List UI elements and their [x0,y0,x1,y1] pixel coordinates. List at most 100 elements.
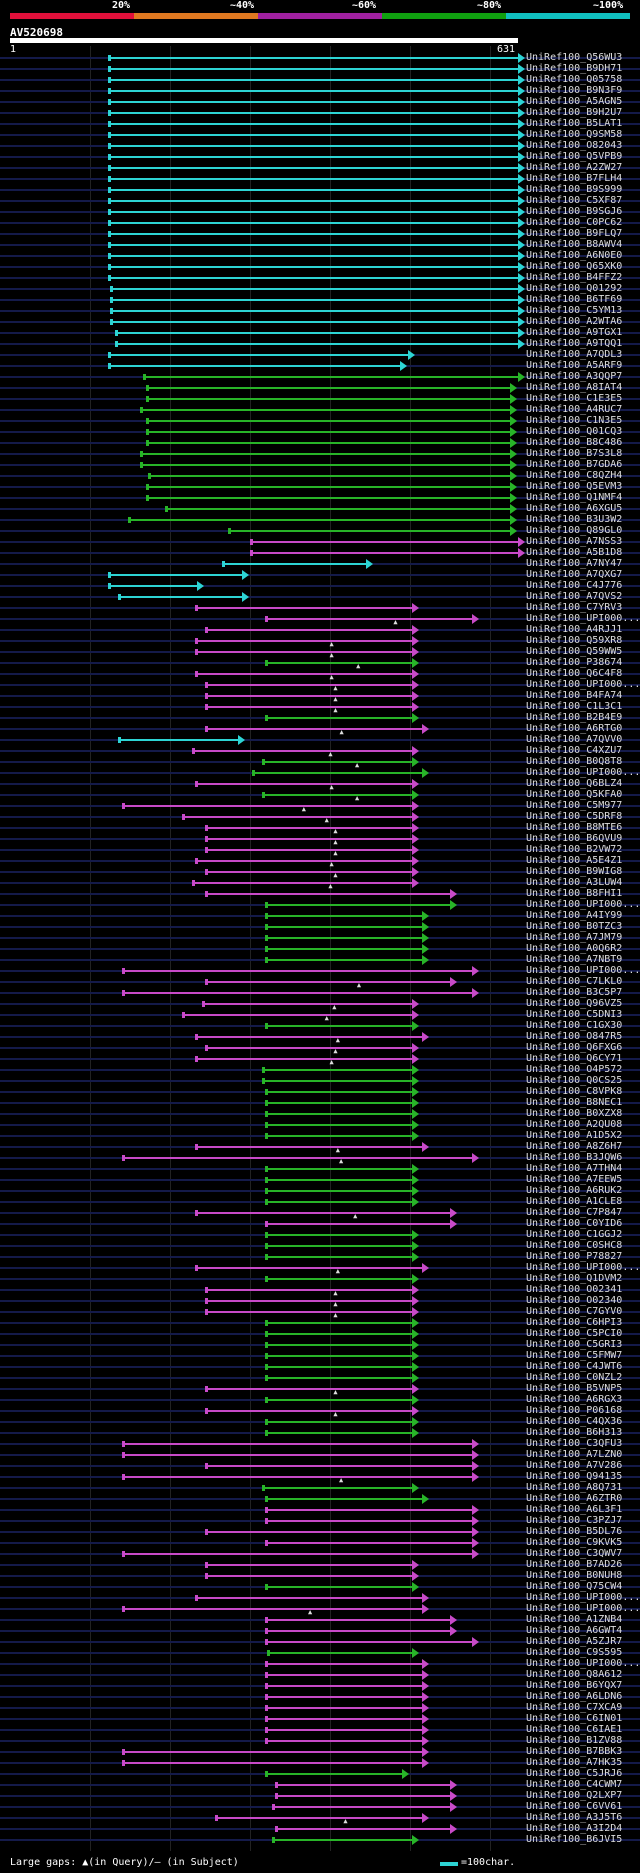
alignment-segment[interactable] [195,783,412,785]
hit-label[interactable]: UniRef100_A4IY99 [526,910,623,921]
hit-label[interactable]: UniRef100_A2QU08 [526,1119,623,1130]
hit-label[interactable]: UniRef100_C4J776 [526,580,623,591]
hit-label[interactable]: UniRef100_C6HPI3 [526,1317,623,1328]
hit-row[interactable]: ▲ UniRef100_A8Z6H7 [0,1141,640,1154]
alignment-segment[interactable] [205,1465,472,1467]
alignment-segment[interactable] [265,1696,422,1698]
alignment-segment[interactable] [265,948,422,950]
hit-label[interactable]: UniRef100_Q94135 [526,1471,623,1482]
hit-row[interactable]: UniRef100_Q9SM58 [0,129,640,141]
hit-row[interactable]: UniRef100_B6YQX7 [0,1680,640,1692]
alignment-segment[interactable] [110,310,518,312]
hit-label[interactable]: UniRef100_Q6BLZ4 [526,778,623,789]
alignment-segment[interactable] [108,222,518,224]
alignment-segment[interactable] [265,1432,412,1434]
hit-row[interactable]: UniRef100_C0NZL2 [0,1372,640,1384]
hit-label[interactable]: UniRef100_B9S999 [526,184,623,195]
hit-row[interactable]: UniRef100_A7EEW5 [0,1174,640,1186]
hit-row[interactable]: UniRef100_A1ZNB4 [0,1614,640,1626]
hit-label[interactable]: UniRef100_A5AGN5 [526,96,623,107]
hit-row[interactable]: UniRef100_A2ZW27 [0,162,640,174]
hit-row[interactable]: ▲ UniRef100_P06168 [0,1405,640,1418]
hit-label[interactable]: UniRef100_C7LKL0 [526,976,623,987]
alignment-segment[interactable] [108,211,518,213]
alignment-segment[interactable] [110,321,518,323]
hit-row[interactable]: ▲ UniRef100_O847R5 [0,1031,640,1044]
hit-row[interactable]: ▲ UniRef100_UPI000... [0,679,640,692]
hit-label[interactable]: UniRef100_A6RGX3 [526,1394,623,1405]
hit-row[interactable]: ▲ UniRef100_A6RTG0 [0,723,640,736]
hit-label[interactable]: UniRef100_A6ZTR0 [526,1493,623,1504]
hit-row[interactable]: UniRef100_B2B4E9 [0,712,640,724]
hit-row[interactable]: ▲ UniRef100_UPI000... [0,1262,640,1275]
hit-label[interactable]: UniRef100_C0SHC8 [526,1240,623,1251]
alignment-segment[interactable] [205,1388,412,1390]
hit-row[interactable]: UniRef100_Q0CS25 [0,1075,640,1087]
hit-row[interactable]: UniRef100_C6HPI3 [0,1317,640,1329]
hit-label[interactable]: UniRef100_C5GRI3 [526,1339,623,1350]
hit-label[interactable]: UniRef100_A3LUW4 [526,877,623,888]
hit-row[interactable]: UniRef100_C6IAE1 [0,1724,640,1736]
alignment-segment[interactable] [205,1531,472,1533]
hit-row[interactable]: ▲ UniRef100_C1L3C1 [0,701,640,714]
alignment-segment[interactable] [205,981,450,983]
alignment-segment[interactable] [262,761,412,763]
hit-row[interactable]: UniRef100_C5XF87 [0,195,640,207]
alignment-segment[interactable] [265,1355,412,1357]
alignment-segment[interactable] [275,1828,450,1830]
hit-label[interactable]: UniRef100_A4RJJ1 [526,624,623,635]
hit-row[interactable]: UniRef100_B9SGJ6 [0,206,640,218]
hit-row[interactable]: UniRef100_A6XGU5 [0,503,640,515]
hit-row[interactable]: UniRef100_C5GRI3 [0,1339,640,1351]
hit-row[interactable]: UniRef100_A6L3F1 [0,1504,640,1516]
hit-label[interactable]: UniRef100_B8MTE6 [526,822,623,833]
hit-row[interactable]: UniRef100_Q01292 [0,283,640,295]
hit-label[interactable]: UniRef100_C8VPK8 [526,1086,623,1097]
hit-row[interactable]: UniRef100_C6VV61 [0,1801,640,1813]
alignment-segment[interactable] [122,1454,472,1456]
alignment-segment[interactable] [265,1773,402,1775]
hit-row[interactable]: ▲ UniRef100_Q96VZ5 [0,998,640,1011]
alignment-segment[interactable] [265,1740,422,1742]
alignment-segment[interactable] [262,1069,412,1071]
alignment-segment[interactable] [265,1190,412,1192]
hit-label[interactable]: UniRef100_B8FHI1 [526,888,623,899]
hit-row[interactable]: UniRef100_B6H313 [0,1427,640,1439]
hit-row[interactable]: ▲ UniRef100_Q6FXG6 [0,1042,640,1055]
hit-row[interactable]: UniRef100_A1CLE8 [0,1196,640,1208]
hit-label[interactable]: UniRef100_Q01292 [526,283,623,294]
hit-row[interactable]: UniRef100_C4QX36 [0,1416,640,1428]
hit-row[interactable]: UniRef100_B0XZX8 [0,1108,640,1120]
alignment-segment[interactable] [108,90,518,92]
hit-label[interactable]: UniRef100_Q01CQ3 [526,426,623,437]
hit-label[interactable]: UniRef100_A5ZJR7 [526,1636,623,1647]
hit-label[interactable]: UniRef100_B7FLH4 [526,173,623,184]
hit-label[interactable]: UniRef100_A6LDN6 [526,1691,623,1702]
hit-row[interactable]: UniRef100_A7QVV0 [0,734,640,746]
alignment-segment[interactable] [108,277,518,279]
hit-row[interactable]: ▲ UniRef100_Q59XR8 [0,635,640,648]
hit-row[interactable]: UniRef100_O4P572 [0,1064,640,1076]
alignment-segment[interactable] [140,464,510,466]
alignment-segment[interactable] [205,893,450,895]
alignment-segment[interactable] [108,123,518,125]
hit-label[interactable]: UniRef100_A6GWT4 [526,1625,623,1636]
hit-row[interactable]: UniRef100_C4CWM7 [0,1779,640,1791]
hit-label[interactable]: UniRef100_Q96VZ5 [526,998,623,1009]
hit-label[interactable]: UniRef100_C0PC62 [526,217,623,228]
hit-label[interactable]: UniRef100_A7QVV0 [526,734,623,745]
hit-label[interactable]: UniRef100_C6VV61 [526,1801,623,1812]
alignment-segment[interactable] [182,816,412,818]
alignment-segment[interactable] [215,1817,422,1819]
alignment-segment[interactable] [195,1212,450,1214]
alignment-segment[interactable] [195,1146,422,1148]
hit-label[interactable]: UniRef100_A2WTA6 [526,316,623,327]
hit-label[interactable]: UniRef100_A6N0E0 [526,250,623,261]
alignment-segment[interactable] [110,288,518,290]
hit-row[interactable]: UniRef100_Q01CQ3 [0,426,640,438]
hit-row[interactable]: UniRef100_B5DL76 [0,1526,640,1538]
hit-row[interactable]: UniRef100_C9KVK5 [0,1537,640,1549]
hit-label[interactable]: UniRef100_O02340 [526,1295,623,1306]
hit-label[interactable]: UniRef100_O02341 [526,1284,623,1295]
alignment-segment[interactable] [265,1399,412,1401]
